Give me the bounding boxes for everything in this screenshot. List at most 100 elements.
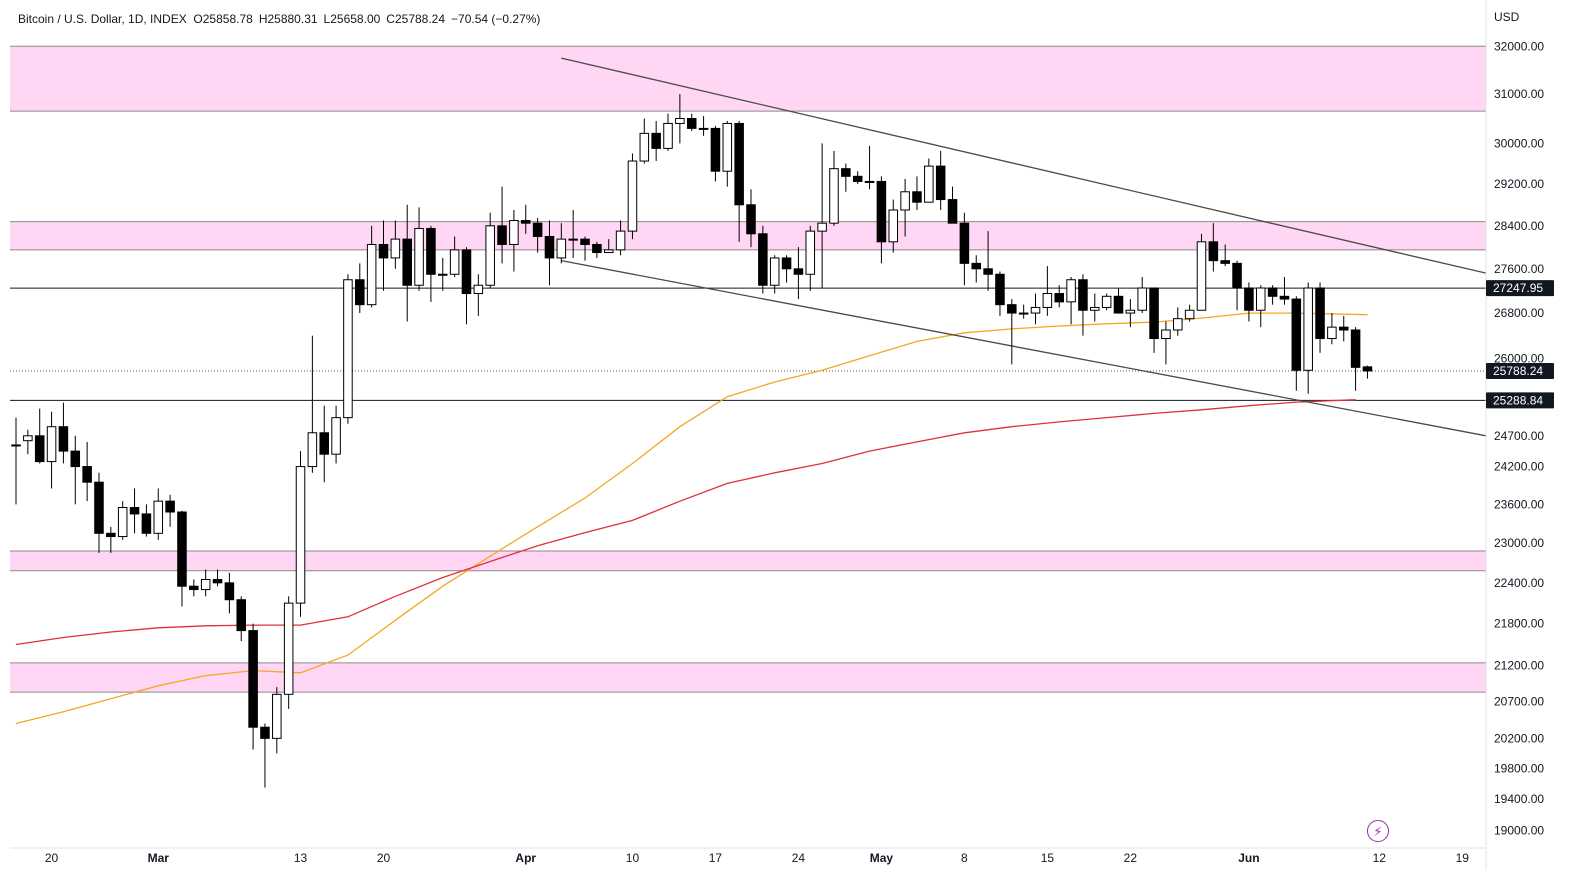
candle-body bbox=[1184, 309, 1195, 320]
time-tick-label: Jun bbox=[1238, 851, 1259, 865]
candle-down bbox=[793, 247, 804, 300]
candle-down bbox=[1007, 299, 1017, 365]
candle-body bbox=[1267, 287, 1278, 297]
price-tick-label: 30000.00 bbox=[1494, 136, 1544, 150]
candle-up bbox=[805, 225, 816, 291]
candle-body bbox=[722, 122, 733, 172]
candle-down bbox=[402, 204, 412, 322]
candle-up bbox=[900, 178, 910, 237]
price-tick-label: 20700.00 bbox=[1494, 695, 1544, 709]
time-tick-label: Mar bbox=[148, 851, 170, 865]
candle-body bbox=[23, 435, 33, 442]
low-label: L bbox=[323, 12, 331, 26]
candle-up bbox=[117, 501, 128, 540]
candle-body bbox=[473, 284, 484, 295]
candle-up bbox=[1173, 307, 1183, 336]
candle-down bbox=[1362, 365, 1373, 379]
candle-up bbox=[1090, 293, 1100, 322]
candle-down bbox=[983, 231, 993, 291]
candle-down bbox=[852, 171, 863, 185]
candle-body bbox=[1327, 326, 1337, 340]
candle-body bbox=[580, 238, 590, 245]
candle-body bbox=[165, 500, 175, 513]
price-tick-label: 31000.00 bbox=[1494, 87, 1544, 101]
candle-body bbox=[1350, 329, 1361, 368]
candle-body bbox=[1007, 304, 1017, 314]
time-tick-label: May bbox=[870, 851, 894, 865]
candle-body bbox=[1208, 241, 1219, 262]
candle-body bbox=[520, 220, 531, 224]
symbol-legend[interactable]: Bitcoin / U.S. Dollar, 1D, INDEX O25858.… bbox=[18, 12, 540, 26]
candle-body bbox=[1149, 287, 1159, 340]
candle-down bbox=[106, 526, 116, 553]
price-label-tag: 25288.84 bbox=[1486, 392, 1554, 409]
price-label-tag: 27247.95 bbox=[1486, 280, 1554, 297]
price-tick-label: 28400.00 bbox=[1494, 219, 1544, 233]
candle-down bbox=[947, 186, 958, 224]
candle-down bbox=[1267, 285, 1278, 305]
candle-down bbox=[1220, 244, 1230, 267]
candle-body bbox=[248, 630, 258, 728]
lightning-icon[interactable]: ⚡︎ bbox=[1367, 820, 1389, 842]
candle-up bbox=[485, 212, 495, 289]
candle-up bbox=[722, 120, 733, 187]
candle-up bbox=[1255, 285, 1266, 328]
candle-body bbox=[1303, 287, 1313, 371]
open-label: O bbox=[193, 12, 203, 26]
price-tick-label: 23600.00 bbox=[1494, 497, 1544, 511]
candle-up bbox=[295, 451, 306, 617]
time-tick-label: 12 bbox=[1373, 851, 1387, 865]
candle-body bbox=[355, 279, 365, 306]
candle-body bbox=[461, 249, 472, 295]
high-value: 25880.31 bbox=[267, 12, 318, 26]
time-axis[interactable]: 20 Mar 13 20 Apr 10 17 24 May 8 15 22 Jun 12 19 bbox=[45, 851, 1469, 865]
candle-down bbox=[532, 217, 543, 253]
price-tick-label: 20200.00 bbox=[1494, 731, 1544, 745]
time-tick-label: 20 bbox=[377, 851, 391, 865]
candle-down bbox=[1350, 327, 1361, 391]
candle-down bbox=[82, 441, 92, 502]
candle-down bbox=[1149, 287, 1159, 353]
candle-body bbox=[402, 238, 412, 286]
candle-up bbox=[1137, 277, 1147, 314]
price-tick-label: 24200.00 bbox=[1494, 460, 1544, 474]
candle-down bbox=[212, 569, 223, 587]
candle-down bbox=[580, 236, 590, 261]
candle-down bbox=[141, 504, 152, 537]
high-label: H bbox=[258, 12, 268, 26]
candle-down bbox=[1054, 285, 1064, 308]
candle-body bbox=[592, 243, 602, 254]
candle-body bbox=[70, 450, 81, 468]
price-axis[interactable]: 32000.00 31000.00 30000.00 29200.00 28400.00… bbox=[1494, 39, 1544, 837]
candle-body bbox=[283, 602, 294, 695]
candle-up bbox=[924, 158, 934, 203]
candle-body bbox=[378, 243, 389, 259]
candle-up bbox=[663, 113, 673, 151]
candle-body bbox=[177, 511, 187, 587]
candle-body bbox=[11, 444, 21, 447]
trendline-layer bbox=[561, 57, 1487, 437]
time-tick-label: 20 bbox=[45, 851, 59, 865]
candle-up bbox=[509, 210, 519, 272]
candle-up bbox=[1303, 282, 1313, 394]
candle-body bbox=[331, 417, 341, 455]
candle-up bbox=[438, 257, 448, 291]
price-label-text: 27247.95 bbox=[1493, 281, 1543, 295]
candle-down bbox=[497, 186, 507, 264]
currency-label[interactable]: USD bbox=[1494, 10, 1520, 24]
time-tick-label: 8 bbox=[961, 851, 968, 865]
candle-body bbox=[947, 199, 958, 224]
candle-body bbox=[1042, 293, 1053, 308]
candle-body bbox=[1078, 279, 1088, 311]
candle-layer bbox=[11, 94, 1373, 788]
candle-down bbox=[935, 150, 946, 211]
candle-body bbox=[532, 222, 543, 237]
price-label-background bbox=[1486, 280, 1554, 297]
price-tick-label: 22400.00 bbox=[1494, 576, 1544, 590]
time-tick-label: 22 bbox=[1124, 851, 1138, 865]
candle-body bbox=[295, 466, 306, 604]
candle-up bbox=[1066, 277, 1076, 325]
candle-body bbox=[1113, 295, 1124, 314]
candle-body bbox=[603, 249, 614, 254]
